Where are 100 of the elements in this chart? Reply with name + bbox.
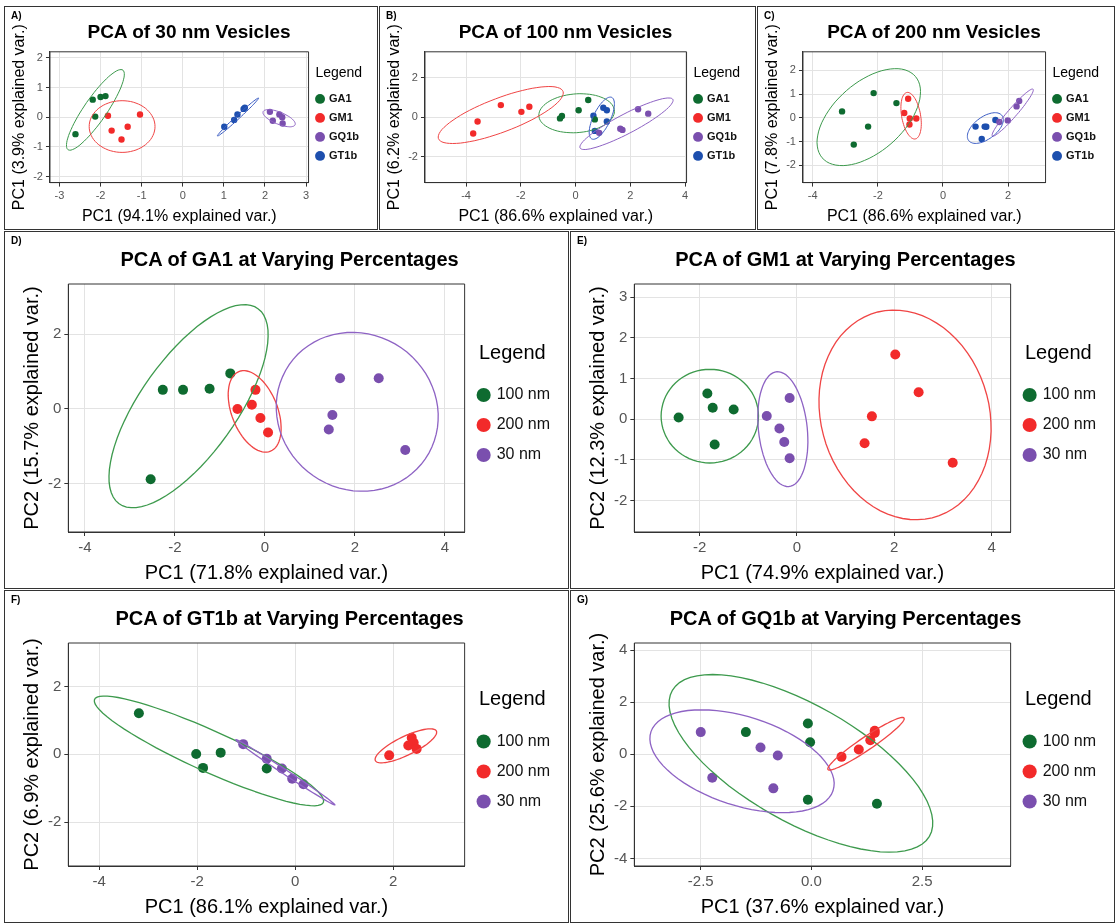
chart-title: PCA of 200 nm Vesicles (827, 20, 1041, 42)
y-tick-label: 0 (52, 744, 62, 762)
legend-label: 30 nm (1042, 791, 1088, 809)
x-tick-label: -2 (872, 189, 883, 202)
y-tick-label: 1 (618, 368, 628, 386)
legend-title: Legend (693, 64, 741, 81)
y-tick-label: 2 (789, 63, 796, 76)
x-tick-label: -4 (461, 189, 471, 202)
legend-label: 200 nm (496, 761, 551, 779)
x-tick-label: -2 (692, 538, 707, 556)
legend-label: 30 nm (1042, 445, 1088, 463)
x-tick-label: -2 (168, 538, 182, 556)
legend-label: 100 nm (496, 385, 551, 403)
legend-label: 200 nm (1042, 761, 1097, 779)
x-tick-label: -2 (95, 189, 106, 202)
legend-title: Legend (315, 64, 363, 81)
legend-label: GA1 (1066, 91, 1089, 104)
legend-label: 100 nm (496, 731, 551, 749)
y-axis-title: PC2 (12.3% explained var.) (585, 286, 608, 530)
x-axis-title: PC1 (74.9% explained var.) (700, 560, 945, 583)
y-tick-label: -1 (33, 139, 43, 152)
chart-title: PCA of 100 nm Vesicles (458, 20, 673, 42)
legend-label: GA1 (707, 91, 730, 104)
x-tick-label: -4 (92, 872, 106, 890)
y-tick-label: 0 (618, 744, 628, 762)
x-axis-title: PC1 (86.6% explained var.) (458, 206, 654, 224)
text: D) (11, 234, 22, 246)
text: A) (11, 9, 22, 21)
x-tick-label: 2 (890, 538, 899, 556)
x-axis-title: PC1 (86.6% explained var.) (826, 206, 1022, 224)
legend-title: Legend (1024, 687, 1092, 710)
y-axis-title: PC2 (6.9% explained var.) (19, 638, 42, 871)
y-tick-label: -2 (786, 158, 796, 171)
y-tick-label: 2 (411, 70, 418, 83)
y-tick-label: -1 (786, 134, 796, 147)
legend-label: 200 nm (496, 415, 551, 433)
y-tick-label: 4 (618, 640, 628, 658)
y-tick-label: -2 (408, 149, 418, 162)
y-tick-label: -2 (47, 473, 62, 491)
legend-label: GT1b (1066, 148, 1095, 161)
y-tick-label: 2 (618, 692, 628, 710)
y-tick-label: -2 (613, 796, 628, 814)
legend-label: 200 nm (1042, 415, 1097, 433)
x-tick-label: 2.5 (911, 872, 933, 890)
y-axis-title: PC1 (7.8% explained var.) (763, 24, 781, 211)
y-tick-label: -2 (33, 169, 43, 182)
text: G) (577, 593, 589, 605)
x-tick-label: 4 (440, 538, 450, 556)
x-axis-title: PC1 (71.8% explained var.) (144, 560, 389, 583)
legend-label: GT1b (707, 148, 736, 161)
y-tick-label: 0 (789, 110, 796, 123)
y-tick-label: 3 (618, 287, 628, 305)
y-tick-label: -1 (613, 450, 628, 468)
x-tick-label: -3 (54, 189, 65, 202)
y-tick-label: 1 (36, 80, 43, 93)
y-tick-label: 2 (618, 327, 628, 345)
legend-label: GQ1b (1066, 129, 1097, 142)
y-tick-label: 2 (52, 676, 62, 694)
x-tick-label: 2 (261, 189, 269, 202)
chart-title: PCA of 30 nm Vesicles (87, 20, 291, 42)
x-tick-label: -2.5 (687, 872, 714, 890)
legend-label: GQ1b (329, 129, 360, 142)
x-tick-label: 4 (682, 189, 689, 202)
y-tick-label: -4 (613, 848, 628, 866)
text: B) (386, 9, 397, 21)
x-tick-label: 2 (388, 872, 398, 890)
x-tick-label: -4 (78, 538, 92, 556)
chart-title: PCA of GM1 at Varying Percentages (675, 247, 1016, 270)
x-tick-label: 2 (1005, 189, 1012, 202)
y-tick-label: 2 (52, 324, 62, 342)
x-tick-label: 0 (260, 538, 270, 556)
legend-title: Legend (1024, 340, 1092, 363)
text: E) (577, 234, 587, 246)
y-axis-title: PC1 (6.2% explained var.) (385, 24, 403, 211)
legend-label: 30 nm (496, 445, 542, 463)
y-tick-label: 1 (789, 87, 796, 100)
y-axis-title: PC2 (15.7% explained var.) (19, 286, 42, 530)
chart-title: PCA of GQ1b at Varying Percentages (669, 606, 1022, 629)
x-tick-label: 2 (350, 538, 360, 556)
legend-label: GM1 (1066, 110, 1090, 123)
x-tick-label: 0 (179, 189, 186, 202)
y-tick-label: 2 (36, 50, 43, 63)
x-axis-title: PC1 (86.1% explained var.) (144, 894, 389, 917)
x-axis-title: PC1 (37.6% explained var.) (700, 894, 945, 917)
legend-title: Legend (478, 340, 546, 363)
legend-label: 100 nm (1042, 385, 1097, 403)
x-tick-label: 0 (290, 872, 300, 890)
x-tick-label: -2 (515, 189, 526, 202)
legend-label: GT1b (329, 148, 358, 161)
y-tick-label: 0 (618, 409, 628, 427)
x-tick-label: -2 (190, 872, 204, 890)
y-tick-label: 0 (52, 399, 62, 417)
y-axis-title: PC1 (3.9% explained var.) (10, 24, 28, 211)
x-tick-label: 3 (303, 189, 310, 202)
legend-label: GA1 (329, 91, 352, 104)
y-tick-label: -2 (613, 490, 628, 508)
text: C) (764, 9, 775, 21)
y-tick-label: 0 (36, 110, 43, 123)
legend-label: 100 nm (1042, 731, 1097, 749)
x-tick-label: 0.0 (800, 872, 822, 890)
